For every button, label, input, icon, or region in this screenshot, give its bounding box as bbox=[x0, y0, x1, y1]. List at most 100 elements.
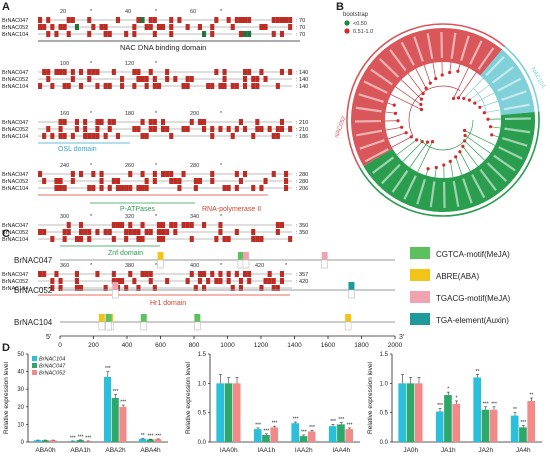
residue-block bbox=[251, 76, 256, 82]
residue-block bbox=[259, 126, 264, 132]
residue-block bbox=[251, 185, 256, 191]
ruler-star: * bbox=[285, 263, 288, 269]
residue-block bbox=[111, 69, 116, 75]
bootstrap-node bbox=[425, 140, 430, 144]
bar bbox=[216, 383, 225, 442]
bootstrap-node bbox=[442, 163, 446, 167]
residue-block bbox=[238, 278, 243, 284]
bootstrap-node bbox=[404, 131, 408, 135]
residue-block bbox=[156, 222, 161, 228]
residue-block bbox=[111, 222, 116, 228]
legend-label: TGACG-motif(MeJA) bbox=[436, 294, 511, 303]
residue-block bbox=[275, 222, 280, 228]
sequence-end-position: : 350 bbox=[296, 230, 308, 236]
bar bbox=[299, 436, 308, 442]
residue-block bbox=[70, 69, 75, 75]
significance-label: *** bbox=[309, 425, 315, 431]
leaf-label bbox=[426, 33, 434, 60]
ruler-tick-label: 240 bbox=[60, 163, 69, 169]
residue-block bbox=[165, 229, 170, 235]
residue-block bbox=[148, 17, 153, 23]
axis-tick-label: 0 bbox=[58, 342, 62, 348]
sequence-name: BrNAC047 bbox=[2, 223, 28, 229]
residue-block bbox=[140, 133, 145, 139]
sequence-name: BrNAC104 bbox=[2, 237, 28, 243]
tree-branch bbox=[423, 65, 431, 84]
residue-block bbox=[177, 185, 182, 191]
residue-block bbox=[152, 119, 157, 125]
significance-label: *** bbox=[85, 435, 91, 441]
leaf-label bbox=[501, 90, 527, 101]
x-tick-label: IAA2h bbox=[295, 447, 313, 454]
axis-tick-label: 1000 bbox=[220, 342, 235, 348]
bootstrap-node bbox=[454, 155, 458, 159]
axis-tick-label: 2000 bbox=[388, 342, 403, 348]
residue-block bbox=[120, 278, 125, 284]
residue-block bbox=[140, 76, 145, 82]
promoter-elements-panel: BrNAC047 BrNAC052 BrNAC104 0 200 400 600 800 100… bbox=[14, 247, 511, 348]
residue-block bbox=[42, 178, 47, 184]
residue-block bbox=[189, 76, 194, 82]
residue-block bbox=[42, 133, 47, 139]
legend-label: TGA-element(Auxin) bbox=[436, 316, 509, 325]
residue-block bbox=[284, 171, 289, 177]
residue-block bbox=[267, 126, 272, 132]
ruler-tick-label: 100 bbox=[60, 61, 69, 67]
residue-block bbox=[185, 83, 190, 89]
residue-block bbox=[165, 278, 170, 284]
bar bbox=[444, 395, 452, 442]
leaf-label bbox=[477, 47, 495, 70]
residue-block bbox=[66, 83, 71, 89]
residue-block bbox=[83, 119, 88, 125]
residue-block bbox=[50, 285, 55, 291]
bar bbox=[68, 441, 77, 442]
residue-block bbox=[91, 133, 96, 139]
ruler-tick-label: 420 bbox=[255, 263, 264, 269]
residue-block bbox=[54, 31, 59, 37]
residue-block bbox=[156, 83, 161, 89]
tree-branch bbox=[409, 141, 428, 168]
residue-block bbox=[58, 185, 63, 191]
ruler-star: * bbox=[220, 263, 223, 269]
leaf-label bbox=[363, 80, 388, 94]
bootstrap-node bbox=[393, 111, 398, 115]
residue-block bbox=[222, 83, 227, 89]
sequence-end-position: : 140 bbox=[296, 77, 308, 83]
residue-block bbox=[222, 76, 227, 82]
residue-block bbox=[279, 119, 284, 125]
bar bbox=[291, 423, 300, 442]
ruler-star: * bbox=[155, 263, 158, 269]
residue-block bbox=[111, 236, 116, 242]
residue-block bbox=[222, 69, 227, 75]
sequence-end-position: : 140 bbox=[296, 84, 308, 90]
residue-block bbox=[132, 229, 137, 235]
tree-branch bbox=[463, 78, 484, 99]
significance-label: *** bbox=[120, 400, 126, 406]
residue-block bbox=[115, 133, 120, 139]
x-tick-label: JA0h bbox=[403, 447, 418, 454]
bootstrap-node bbox=[462, 128, 467, 133]
significance-label: *** bbox=[70, 435, 76, 441]
residue-block bbox=[38, 229, 43, 235]
residue-block bbox=[128, 229, 133, 235]
tree-branch bbox=[490, 126, 501, 129]
significance-label: *** bbox=[148, 434, 154, 440]
residue-block bbox=[74, 236, 79, 242]
leaf-label bbox=[356, 129, 383, 137]
leaf-label bbox=[479, 168, 497, 191]
residue-block bbox=[107, 83, 112, 89]
residue-block bbox=[58, 178, 63, 184]
leaf-label bbox=[471, 174, 486, 199]
clade-arc-nac052 bbox=[346, 23, 506, 169]
residue-block bbox=[243, 17, 248, 23]
bootstrap-node bbox=[419, 102, 423, 107]
bar bbox=[452, 403, 461, 442]
residue-block bbox=[136, 17, 141, 23]
tree-branch bbox=[385, 126, 402, 131]
leaf-label bbox=[462, 178, 473, 204]
residue-block bbox=[107, 229, 112, 235]
residue-block bbox=[38, 83, 43, 89]
legend-label: ABRE(ABA) bbox=[436, 272, 479, 281]
significance-label: ** bbox=[513, 407, 517, 413]
sequence-residues bbox=[38, 231, 292, 233]
